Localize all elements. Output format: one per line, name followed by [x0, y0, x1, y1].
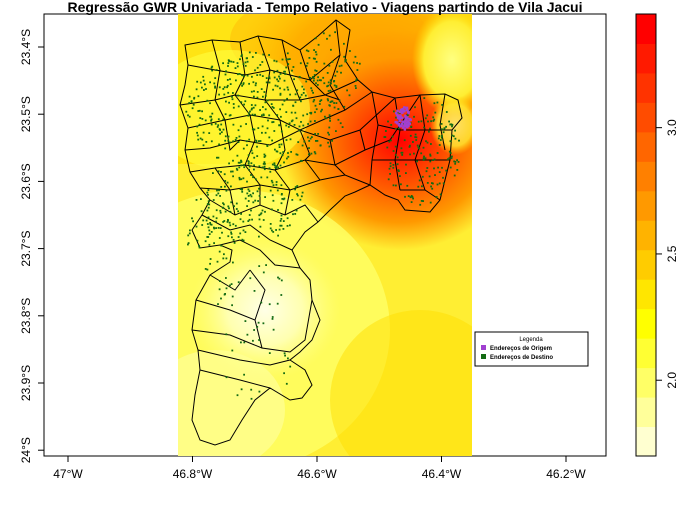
legend-label-destination: Endereços de Destino — [490, 355, 553, 361]
x-tick-label: 46.8°W — [173, 467, 213, 481]
colorbar-tick-label: 2.5 — [665, 245, 679, 262]
legend-box — [474, 331, 589, 367]
x-tick-label: 46.2°W — [546, 467, 586, 481]
origin-points — [394, 106, 412, 131]
colorbar-segment — [636, 249, 656, 280]
legend-title: Legenda — [519, 337, 543, 343]
x-tick-label: 46.6°W — [297, 467, 337, 481]
y-tick-label: 23.4°S — [19, 29, 33, 65]
y-axis: 23.4°S 23.5°S 23.6°S 23.7°S 23.8°S 23.9°S 24°S — [19, 29, 44, 463]
legend-swatch-destination — [481, 354, 486, 359]
district-boundaries — [179, 19, 463, 446]
y-tick-label: 23.6°S — [19, 163, 33, 199]
y-tick-label: 24°S — [19, 437, 33, 463]
destination-points — [185, 31, 460, 400]
y-tick-label: 23.7°S — [19, 231, 33, 267]
x-tick-label: 47°W — [53, 467, 83, 481]
colorbar-segment — [636, 220, 656, 251]
x-tick-label: 46.4°W — [422, 467, 462, 481]
legend-label-origin: Endereços de Origem — [490, 346, 552, 352]
colorbar-segment — [636, 43, 656, 74]
x-axis: 47°W 46.8°W 46.6°W 46.4°W 46.2°W — [53, 456, 586, 481]
colorbar-segment — [636, 279, 656, 310]
colorbar-tick-label: 3.0 — [665, 119, 679, 136]
y-tick-label: 23.9°S — [19, 365, 33, 401]
y-tick-label: 23.5°S — [19, 96, 33, 132]
colorbar-segment — [636, 102, 656, 133]
legend-swatch-origin — [481, 345, 486, 350]
map-title: Regressão GWR Univariada - Tempo Relativ… — [67, 0, 582, 15]
city-outline — [179, 19, 463, 446]
colorbar-segment — [636, 367, 656, 398]
colorbar-segment — [636, 161, 656, 192]
legend: Legenda Endereços de Origem Endereços de… — [474, 331, 589, 367]
colorbar-frame — [635, 13, 657, 457]
colorbar: 2.0 2.5 3.0 — [635, 13, 679, 457]
colorbar-segment — [636, 131, 656, 162]
colorbar-tick-label: 2.0 — [665, 372, 679, 389]
colorbar-segment — [636, 338, 656, 369]
colorbar-segment — [636, 426, 656, 457]
y-tick-label: 23.8°S — [19, 298, 33, 334]
colorbar-segment — [636, 190, 656, 221]
colorbar-segment — [636, 308, 656, 339]
colorbar-segment — [636, 72, 656, 103]
colorbar-segment — [636, 397, 656, 428]
colorbar-segment — [636, 14, 656, 44]
